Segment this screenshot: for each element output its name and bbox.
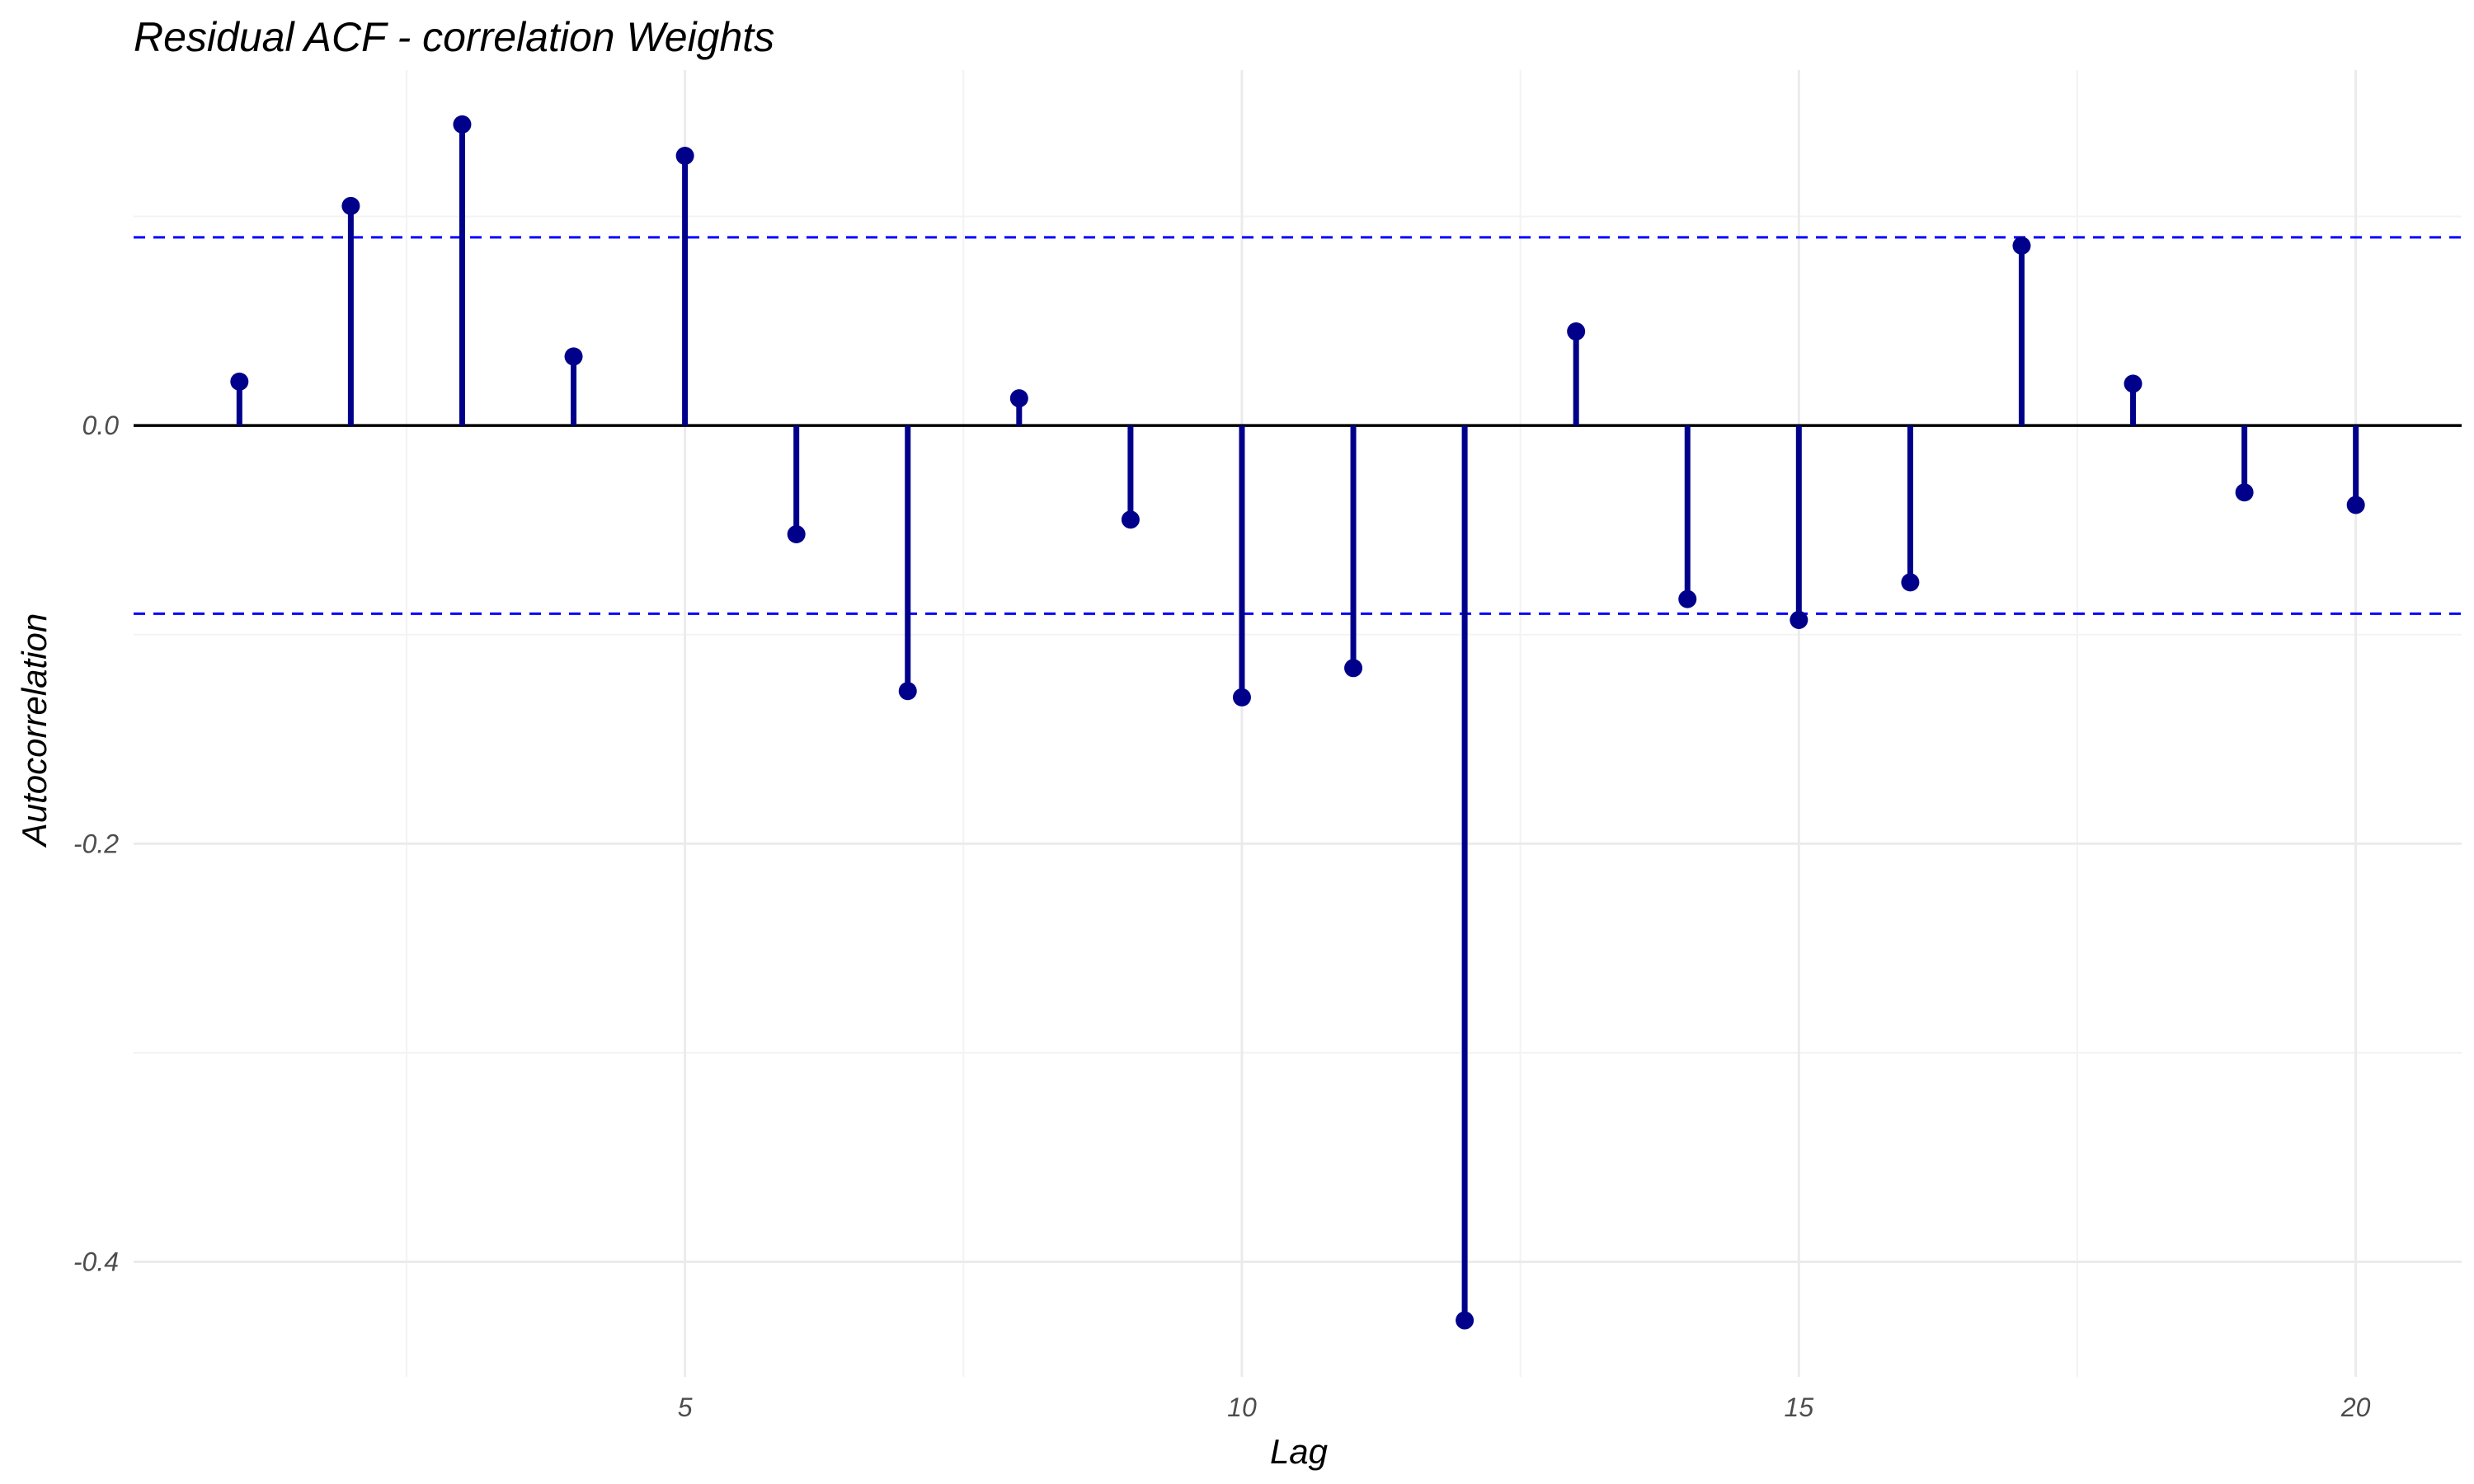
acf-point-lag-7 (898, 682, 917, 701)
acf-point-lag-3 (453, 115, 472, 134)
x-tick-label: 5 (678, 1392, 693, 1422)
acf-stems (236, 124, 2359, 1321)
acf-point-lag-16 (1901, 573, 1920, 592)
x-tick-label: 15 (1785, 1392, 1814, 1422)
acf-point-lag-2 (341, 196, 360, 215)
acf-point-lag-18 (2124, 374, 2142, 393)
x-tick-label: 20 (2340, 1392, 2371, 1422)
acf-point-lag-5 (675, 146, 694, 165)
acf-point-lag-8 (1009, 389, 1028, 408)
y-axis-ticks: 0.0 -0.2 -0.4 (73, 411, 119, 1276)
x-tick-label: 10 (1227, 1392, 1257, 1422)
acf-point-lag-9 (1121, 510, 1140, 529)
x-axis-ticks: 5 10 15 20 (678, 1392, 2371, 1422)
acf-point-lag-14 (1678, 589, 1697, 608)
acf-point-lag-6 (787, 524, 806, 543)
acf-point-lag-13 (1567, 322, 1586, 340)
confidence-bounds (134, 236, 2462, 615)
y-axis-title: Autocorrelation (15, 613, 54, 849)
acf-point-lag-10 (1232, 688, 1251, 707)
acf-point-lag-15 (1790, 610, 1808, 629)
chart-title: Residual ACF - correlation Weights (134, 14, 774, 60)
acf-point-lag-4 (564, 347, 583, 366)
y-tick-label: -0.2 (73, 829, 119, 858)
y-tick-label: 0.0 (82, 411, 120, 440)
y-tick-label: -0.4 (73, 1247, 119, 1277)
acf-point-lag-17 (2012, 237, 2031, 256)
x-axis-title: Lag (1270, 1432, 1328, 1471)
grid (134, 70, 2462, 1377)
acf-point-lag-12 (1456, 1311, 1475, 1330)
acf-point-lag-20 (2346, 495, 2365, 514)
acf-point-lag-1 (230, 372, 249, 391)
acf-point-lag-11 (1344, 659, 1363, 678)
acf-point-lag-19 (2235, 483, 2254, 502)
acf-points (230, 115, 2365, 1330)
